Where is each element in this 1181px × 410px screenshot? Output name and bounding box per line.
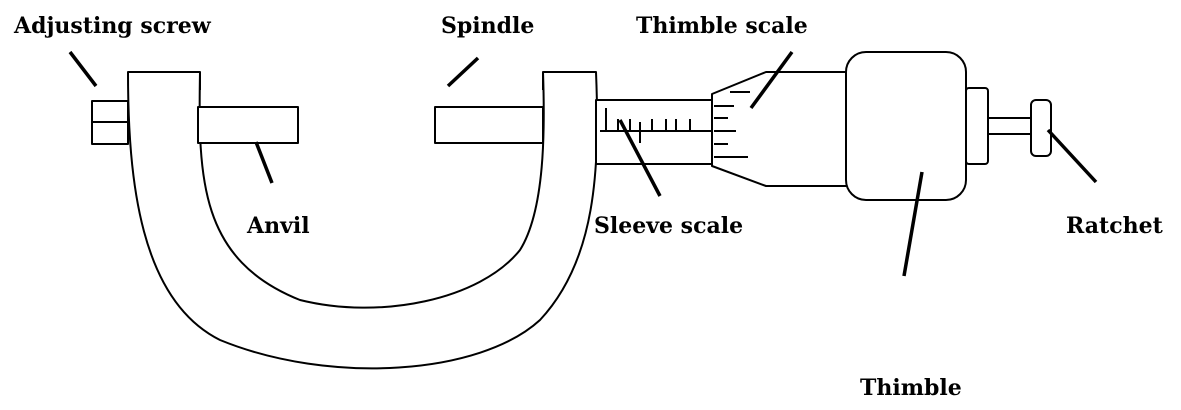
thimble-scale-ticks: [714, 91, 750, 158]
ratchet-collar: [965, 87, 989, 165]
label-adjusting-screw: Adjusting screw: [13, 13, 212, 39]
leader-ratchet: [1046, 128, 1098, 184]
label-anvil: Anvil: [246, 213, 310, 239]
spindle-part: [434, 106, 544, 144]
anvil-part: [197, 106, 299, 144]
ratchet-shaft: [987, 117, 1033, 135]
leader-thimble-scale: [749, 50, 794, 110]
ratchet-knob: [1030, 99, 1052, 157]
micrometer-frame: [127, 71, 599, 370]
leader-adjusting-screw: [68, 50, 98, 88]
label-thimble-scale: Thimble scale: [636, 13, 808, 39]
leader-thimble: [902, 171, 924, 277]
leader-spindle: [446, 56, 480, 88]
sleeve-scale-ticks: [605, 108, 691, 143]
leader-anvil: [254, 141, 274, 184]
label-thimble: Thimble: [860, 375, 962, 401]
label-spindle: Spindle: [441, 13, 534, 39]
thimble-barrel: [711, 71, 849, 187]
leader-sleeve-scale: [618, 119, 662, 197]
thimble-knob: [845, 51, 967, 201]
label-sleeve-scale: Sleeve scale: [594, 213, 743, 239]
label-ratchet: Ratchet: [1066, 213, 1164, 239]
